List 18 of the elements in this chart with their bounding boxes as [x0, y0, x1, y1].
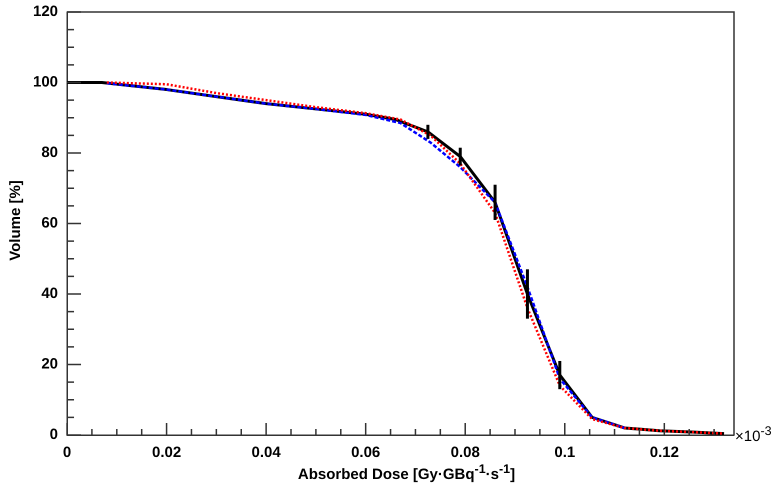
y-tick-label: 100	[32, 74, 58, 91]
x-tick-label: 0.1	[554, 444, 576, 462]
y-axis-title: Volume [%]	[6, 180, 24, 260]
x-tick-label: 0.12	[650, 444, 679, 462]
x-tick-label: 0.08	[450, 444, 480, 462]
y-tick-label: 20	[41, 356, 58, 373]
text: ×10$^{-3}$	[735, 424, 772, 445]
y-tick-label: 80	[41, 144, 58, 162]
x-tick-label: 0.06	[351, 444, 380, 462]
line-series	[106, 82, 626, 430]
y-tick-label: 40	[41, 285, 58, 302]
y-tick-label: 0	[50, 426, 58, 444]
x-tick-label: 0	[62, 444, 72, 462]
y-tick-label: 60	[41, 214, 58, 232]
x-tick-label: 0.02	[152, 444, 182, 462]
x-tick-label: 0.04	[252, 444, 282, 462]
x-axis-title: Absorbed Dose [Gy·GBq$^{-1}$·s$^{-1}$]	[296, 462, 516, 483]
y-tick-label: 120	[32, 3, 58, 20]
